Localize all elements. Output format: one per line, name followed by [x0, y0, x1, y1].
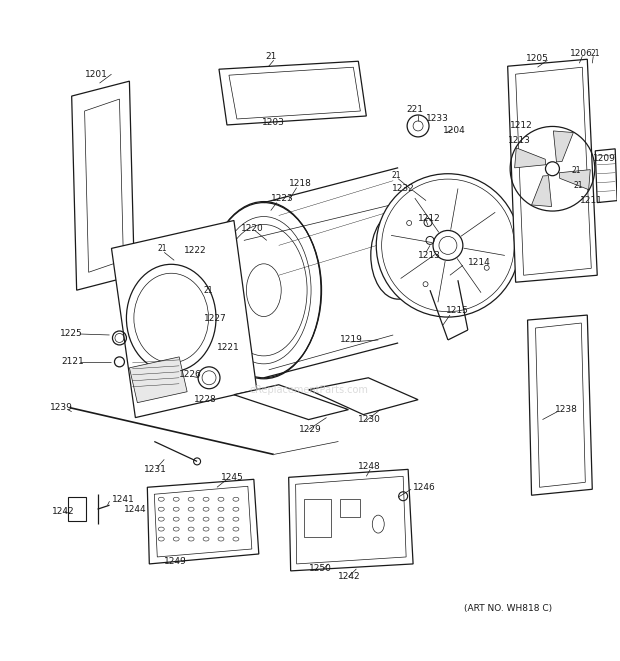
Text: 21: 21	[203, 286, 213, 295]
Text: (ART NO. WH818 C): (ART NO. WH818 C)	[464, 604, 552, 613]
Text: 1221: 1221	[217, 344, 240, 352]
Text: 1238: 1238	[556, 405, 578, 414]
Ellipse shape	[376, 174, 520, 317]
Text: 1205: 1205	[526, 54, 549, 63]
Text: 1218: 1218	[289, 179, 311, 188]
Text: 21: 21	[266, 52, 277, 61]
Text: 1225: 1225	[60, 329, 82, 338]
Text: 1233: 1233	[426, 114, 449, 124]
Text: 1212: 1212	[418, 214, 441, 223]
Polygon shape	[515, 148, 546, 168]
Text: 1231: 1231	[144, 465, 167, 474]
Text: 1227: 1227	[204, 313, 227, 323]
Ellipse shape	[206, 202, 322, 378]
Text: 1248: 1248	[358, 462, 381, 471]
Text: 1204: 1204	[443, 126, 466, 136]
Text: 1213: 1213	[418, 251, 441, 260]
Text: 21: 21	[157, 244, 167, 253]
Text: 1213: 1213	[508, 136, 531, 145]
Polygon shape	[112, 221, 257, 418]
Ellipse shape	[371, 212, 425, 299]
Text: 1214: 1214	[468, 258, 490, 267]
Text: 1219: 1219	[340, 335, 363, 344]
Text: 1246: 1246	[413, 483, 436, 492]
Polygon shape	[130, 357, 187, 403]
Text: 1229: 1229	[299, 425, 321, 434]
Bar	[340, 499, 360, 517]
Text: 1220: 1220	[241, 224, 264, 233]
Text: 1223: 1223	[271, 194, 293, 203]
Bar	[304, 499, 332, 537]
Text: 221: 221	[406, 104, 423, 114]
Text: 1250: 1250	[309, 564, 332, 573]
Text: 1228: 1228	[194, 395, 217, 404]
Text: 1230: 1230	[358, 415, 381, 424]
Text: 1242: 1242	[51, 507, 74, 516]
Text: 2121: 2121	[62, 358, 84, 366]
Text: eReplacementParts.com: eReplacementParts.com	[249, 385, 368, 395]
Text: 21: 21	[572, 166, 581, 175]
Text: 1206: 1206	[570, 49, 593, 58]
Polygon shape	[289, 469, 413, 571]
Text: 21: 21	[574, 181, 583, 190]
Text: 1245: 1245	[221, 473, 244, 482]
Polygon shape	[595, 149, 617, 202]
Text: 1203: 1203	[262, 118, 285, 128]
Text: 1244: 1244	[125, 505, 147, 514]
Polygon shape	[72, 81, 135, 290]
Polygon shape	[559, 170, 590, 190]
Text: 1201: 1201	[84, 69, 107, 79]
Text: 1222: 1222	[184, 246, 207, 255]
Text: 1212: 1212	[510, 122, 533, 130]
Polygon shape	[219, 61, 366, 125]
Text: 1232: 1232	[392, 184, 415, 193]
Text: 1215: 1215	[446, 305, 469, 315]
Text: 1241: 1241	[112, 494, 135, 504]
Text: 1209: 1209	[593, 154, 616, 163]
Polygon shape	[234, 385, 348, 420]
Text: 1211: 1211	[580, 196, 603, 205]
Polygon shape	[309, 378, 418, 414]
Polygon shape	[148, 479, 259, 564]
Text: 21: 21	[590, 49, 600, 58]
Text: 1249: 1249	[164, 557, 187, 566]
Polygon shape	[531, 176, 552, 206]
Polygon shape	[553, 131, 574, 162]
Polygon shape	[508, 59, 597, 282]
Text: 1239: 1239	[50, 403, 73, 412]
Text: 1242: 1242	[339, 572, 361, 582]
Bar	[68, 497, 86, 521]
Text: 1226: 1226	[179, 370, 202, 379]
Polygon shape	[528, 315, 592, 495]
Text: 21: 21	[391, 171, 401, 180]
